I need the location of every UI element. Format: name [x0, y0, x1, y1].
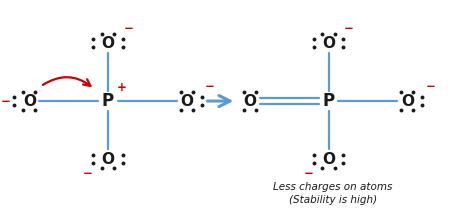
Text: O: O: [243, 94, 256, 109]
Text: O: O: [322, 35, 335, 51]
Text: −: −: [83, 167, 93, 180]
Text: O: O: [401, 94, 414, 109]
Text: P: P: [102, 92, 114, 110]
Text: −: −: [123, 22, 133, 35]
Text: P: P: [323, 92, 334, 110]
Text: −: −: [205, 80, 215, 93]
Text: −: −: [1, 95, 11, 108]
Text: −: −: [426, 80, 436, 93]
Text: −: −: [344, 22, 354, 35]
Text: +: +: [117, 81, 126, 94]
Text: O: O: [322, 152, 335, 167]
Text: O: O: [102, 35, 114, 51]
Text: O: O: [23, 94, 36, 109]
Text: O: O: [180, 94, 193, 109]
Text: Less charges on atoms
(Stability is high): Less charges on atoms (Stability is high…: [273, 182, 393, 205]
Text: −: −: [303, 167, 313, 180]
Text: O: O: [102, 152, 114, 167]
